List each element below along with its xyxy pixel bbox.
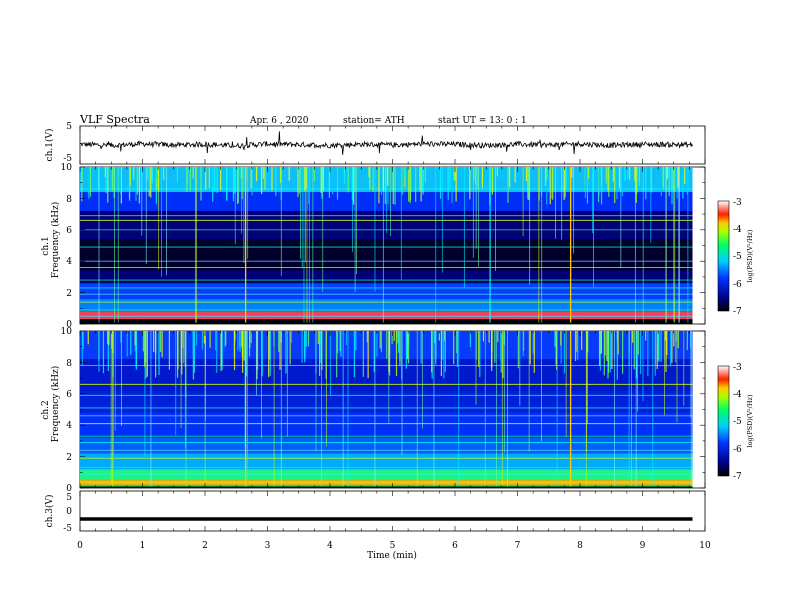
colorbar-ch1: -3 -4 -5 -6 -7 log(PSD)(V²/Hz) — [717, 198, 754, 317]
figure-title: VLF Spectra — [79, 113, 150, 126]
spec1-ylabel-frequency: Frequency (kHz) — [50, 202, 61, 279]
frequency-band — [80, 390, 693, 413]
frequency-band — [80, 469, 693, 481]
time-axis-label: Time (min) — [367, 550, 417, 561]
ch3-frame — [79, 490, 706, 532]
spec1-ytick-8: 8 — [66, 195, 72, 205]
spec1-ytick-0: 0 — [66, 320, 72, 330]
ch1-axis-ticks — [79, 126, 706, 164]
frequency-band — [80, 192, 693, 211]
frequency-band — [80, 239, 693, 271]
time-axis-ticklabels: 0 1 2 3 4 5 6 7 8 9 10 — [77, 541, 711, 551]
x-ticklabel: 5 — [390, 541, 396, 551]
ch3-ylabel: ch.3(V) — [44, 495, 55, 528]
frequency-band — [80, 167, 693, 193]
frequency-band — [80, 453, 693, 470]
cb2-tick-m3: -3 — [733, 363, 742, 373]
colorbar-ch2-gradient — [717, 365, 730, 477]
spec1-ytick-4: 4 — [66, 257, 72, 267]
colorbar-ch1-label: log(PSD)(V²/Hz) — [746, 229, 754, 282]
start-time-label: start UT = 13: 0 : 1 — [438, 116, 527, 126]
spec2-axis-ticks — [79, 330, 706, 489]
x-ticklabel: 4 — [327, 541, 333, 551]
ch3-ytick-m5: -5 — [63, 524, 72, 534]
cb1-tick-m3: -3 — [733, 198, 742, 208]
spectrogram-ch2-panel: 0 2 4 6 8 10 ch.2 Frequency (kHz) — [41, 327, 706, 494]
spec2-ytick-4: 4 — [66, 421, 72, 431]
spec2-ytick-6: 6 — [66, 390, 72, 400]
frequency-band — [80, 437, 693, 454]
ch3-panel: 5 0 -5 ch.3(V) — [44, 490, 706, 534]
spec2-ylabel-frequency: Frequency (kHz) — [50, 366, 61, 443]
spec1-ylabel-channel: ch.1 — [41, 236, 51, 255]
x-ticklabel: 10 — [699, 541, 711, 551]
ch3-axis-ticks — [79, 491, 706, 531]
cb2-tick-m6: -6 — [733, 445, 742, 455]
cb2-tick-m5: -5 — [733, 417, 742, 427]
colorbar-ch1-gradient — [717, 200, 730, 312]
x-ticklabel: 9 — [640, 541, 646, 551]
frequency-band — [80, 311, 693, 320]
ch1-ylabel: ch.1(V) — [44, 129, 55, 162]
frequency-band — [80, 484, 693, 488]
spec2-ylabel-channel: ch.2 — [41, 400, 51, 419]
spectrogram-ch1-image — [80, 167, 693, 324]
frequency-band — [80, 480, 693, 485]
x-ticklabel: 6 — [452, 541, 458, 551]
cb2-tick-m7: -7 — [733, 472, 742, 482]
cb1-tick-m6: -6 — [733, 280, 742, 290]
x-ticklabel: 0 — [77, 541, 83, 551]
frequency-band — [80, 283, 693, 299]
spec1-axis-ticks — [79, 166, 706, 325]
x-ticklabel: 1 — [140, 541, 146, 551]
x-ticklabel: 7 — [515, 541, 521, 551]
ch3-ytick-5: 5 — [66, 493, 72, 503]
x-ticklabel: 3 — [265, 541, 271, 551]
spec2-ytick-8: 8 — [66, 359, 72, 369]
spec2-ytick-2: 2 — [66, 453, 72, 463]
cb2-tick-m4: -4 — [733, 390, 742, 400]
station-label: station= ATH — [343, 116, 405, 126]
frequency-band — [80, 412, 693, 438]
spec1-ytick-2: 2 — [66, 289, 72, 299]
ch1-ytick-top: 5 — [66, 122, 72, 132]
ch1-panel: 5 -5 ch.1(V) — [44, 122, 706, 165]
ch1-ytick-bottom: -5 — [63, 154, 72, 164]
ch3-ytick-0: 0 — [66, 507, 72, 517]
spec1-ytick-10: 10 — [61, 163, 73, 173]
date-label: Apr. 6 , 2020 — [249, 116, 309, 126]
cb1-tick-m4: -4 — [733, 225, 742, 235]
x-ticklabel: 8 — [577, 541, 583, 551]
spec2-ytick-10: 10 — [61, 327, 73, 337]
spectrogram-ch2-image — [80, 331, 693, 488]
frequency-band — [80, 210, 693, 240]
x-ticklabel: 2 — [202, 541, 208, 551]
spec1-ytick-6: 6 — [66, 226, 72, 236]
ch1-waveform-line — [79, 131, 693, 155]
spec2-ytick-0: 0 — [66, 484, 72, 494]
frequency-band — [80, 270, 693, 284]
cb1-tick-m5: -5 — [733, 252, 742, 262]
spectrogram-ch1-panel: 0 2 4 6 8 10 ch.1 Frequency (kHz) — [41, 163, 706, 330]
frequency-band — [80, 319, 693, 324]
cb1-tick-m7: -7 — [733, 307, 742, 317]
colorbar-ch2-label: log(PSD)(V²/Hz) — [746, 394, 754, 447]
colorbar-ch2: -3 -4 -5 -6 -7 log(PSD)(V²/Hz) — [717, 363, 754, 482]
